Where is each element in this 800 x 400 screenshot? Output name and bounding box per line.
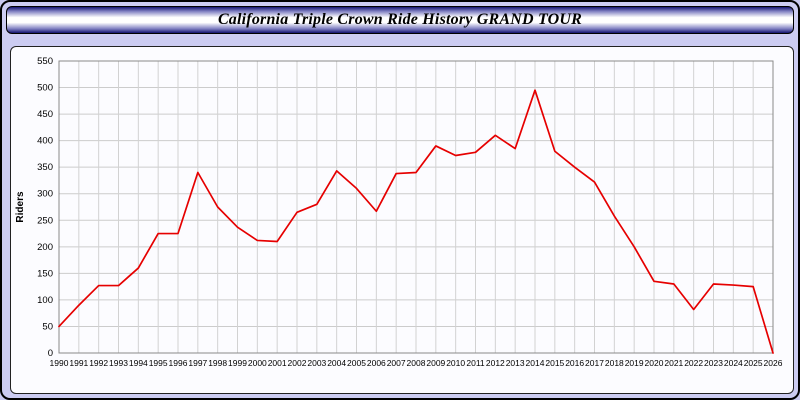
svg-text:Riders: Riders bbox=[15, 191, 26, 223]
svg-text:1999: 1999 bbox=[228, 358, 247, 368]
svg-text:2017: 2017 bbox=[585, 358, 604, 368]
svg-text:2025: 2025 bbox=[744, 358, 763, 368]
svg-text:2020: 2020 bbox=[645, 358, 664, 368]
svg-text:1993: 1993 bbox=[109, 358, 128, 368]
svg-text:250: 250 bbox=[37, 215, 53, 226]
svg-text:2003: 2003 bbox=[307, 358, 326, 368]
svg-text:2005: 2005 bbox=[347, 358, 366, 368]
svg-text:2018: 2018 bbox=[605, 358, 624, 368]
svg-text:2024: 2024 bbox=[724, 358, 743, 368]
svg-text:1995: 1995 bbox=[149, 358, 168, 368]
svg-text:1990: 1990 bbox=[50, 358, 69, 368]
title-bar: California Triple Crown Ride History GRA… bbox=[6, 6, 794, 34]
svg-text:2001: 2001 bbox=[268, 358, 287, 368]
svg-text:2009: 2009 bbox=[426, 358, 445, 368]
svg-text:1992: 1992 bbox=[89, 358, 108, 368]
svg-text:200: 200 bbox=[37, 242, 53, 253]
svg-text:50: 50 bbox=[42, 321, 53, 332]
svg-text:300: 300 bbox=[37, 189, 53, 200]
page-title: California Triple Crown Ride History GRA… bbox=[217, 11, 583, 28]
svg-text:2022: 2022 bbox=[684, 358, 703, 368]
svg-text:500: 500 bbox=[37, 83, 53, 94]
svg-text:2002: 2002 bbox=[288, 358, 307, 368]
svg-text:1996: 1996 bbox=[169, 358, 188, 368]
svg-text:2006: 2006 bbox=[367, 358, 386, 368]
svg-text:2026: 2026 bbox=[764, 358, 783, 368]
svg-text:100: 100 bbox=[37, 295, 53, 306]
svg-text:2011: 2011 bbox=[466, 358, 485, 368]
svg-text:2012: 2012 bbox=[486, 358, 505, 368]
svg-text:550: 550 bbox=[37, 56, 53, 67]
svg-text:1994: 1994 bbox=[129, 358, 148, 368]
svg-text:2014: 2014 bbox=[526, 358, 545, 368]
svg-text:2008: 2008 bbox=[407, 358, 426, 368]
chart-panel: 0 50 100 150 200 250 300 350 400 450 500 550 1990 199… bbox=[10, 46, 794, 394]
svg-text:2000: 2000 bbox=[248, 358, 267, 368]
svg-text:2015: 2015 bbox=[545, 358, 564, 368]
svg-text:2019: 2019 bbox=[625, 358, 644, 368]
svg-text:400: 400 bbox=[37, 136, 53, 147]
svg-text:1998: 1998 bbox=[208, 358, 227, 368]
svg-text:2010: 2010 bbox=[446, 358, 465, 368]
svg-text:2023: 2023 bbox=[704, 358, 723, 368]
svg-text:2016: 2016 bbox=[565, 358, 584, 368]
svg-text:0: 0 bbox=[48, 348, 53, 359]
svg-text:1991: 1991 bbox=[69, 358, 88, 368]
svg-text:2007: 2007 bbox=[387, 358, 406, 368]
svg-text:2021: 2021 bbox=[664, 358, 683, 368]
svg-text:150: 150 bbox=[37, 268, 53, 279]
svg-text:1997: 1997 bbox=[188, 358, 207, 368]
svg-text:450: 450 bbox=[37, 109, 53, 120]
svg-text:350: 350 bbox=[37, 162, 53, 173]
svg-text:2013: 2013 bbox=[506, 358, 525, 368]
svg-text:2004: 2004 bbox=[327, 358, 346, 368]
